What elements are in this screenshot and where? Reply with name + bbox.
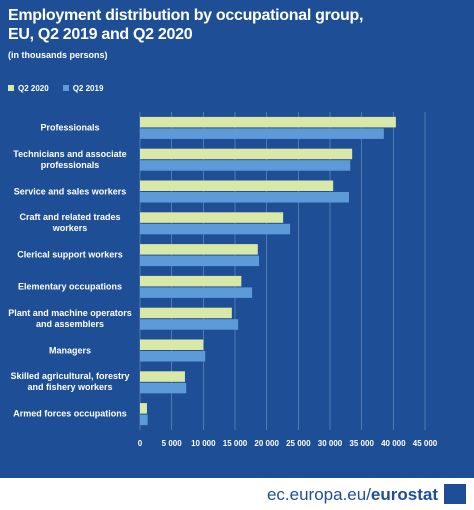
legend-label: Q2 2020: [18, 84, 49, 93]
bar: [140, 148, 353, 160]
legend-item: Q2 2019: [62, 84, 104, 93]
category-label: Skilled agricultural, forestry and fishe…: [10, 371, 130, 393]
bar: [140, 371, 185, 382]
bar: [140, 212, 284, 223]
bar: [140, 382, 187, 394]
x-tick-label: 25 000: [286, 439, 311, 448]
bar: [140, 275, 242, 287]
chart: 0 5 000 10 000 15 000 20 000 25 000 30 000 35 0…: [138, 112, 438, 448]
legend-swatch: [8, 85, 14, 91]
x-tick-label: 20 000: [254, 439, 279, 448]
x-tick-label: 0: [138, 439, 143, 448]
subtitle: (in thousands persons): [8, 50, 108, 60]
x-tick-label: 5 000: [162, 439, 183, 448]
bar: [140, 255, 260, 267]
bar: [140, 287, 253, 298]
footer: ec.europa.eu/eurostat: [0, 478, 474, 510]
category-label: Managers: [48, 345, 92, 355]
x-tick-label: 35 000: [349, 439, 374, 448]
x-tick-label: 15 000: [223, 439, 248, 448]
bar: [140, 192, 349, 203]
category-label: Elementary occupations: [17, 281, 123, 292]
bar: [140, 339, 204, 350]
footer-url: ec.europa.eu/: [266, 485, 371, 504]
bar: [140, 319, 239, 330]
logo: [444, 484, 466, 504]
title-line: Employment distribution by occupational …: [8, 7, 364, 24]
category-label: Professionals: [40, 122, 100, 133]
category-label: Clerical support workers: [17, 249, 123, 260]
bar: [140, 414, 148, 426]
category-label: Plant and machine operators and assemble…: [8, 307, 132, 329]
x-tick-label: 10 000: [191, 439, 216, 448]
bar: [140, 307, 232, 319]
bar: [140, 128, 384, 139]
bar: [140, 160, 351, 171]
category-label: Craft and related trades workers: [19, 212, 121, 234]
x-tick-label: 45 000: [413, 439, 438, 448]
legend-swatch: [62, 85, 69, 91]
x-tick-label: 30 000: [318, 439, 343, 448]
category-label: Technicians and associate professionals: [13, 148, 127, 170]
bar: [140, 403, 147, 414]
chart-title: Employment distribution by occupational …: [8, 6, 363, 44]
category-label: Armed forces occupations: [13, 408, 127, 419]
bar: [140, 223, 291, 235]
x-tick-label: 40 000: [381, 439, 406, 448]
bar: [140, 244, 258, 255]
bar: [140, 351, 206, 362]
legend-label: Q2 2019: [72, 84, 104, 93]
bar: [140, 116, 396, 128]
legend-item: Q2 2020: [8, 84, 49, 93]
footer-brand: eurostat: [370, 485, 438, 504]
footer-text: ec.europa.eu/eurostat: [267, 485, 438, 505]
category-label: Service and sales workers: [13, 186, 127, 196]
title-line: EU, Q2 2019 and Q2 2020: [8, 26, 193, 43]
legend: Q2 2020 Q2 2019: [8, 84, 103, 93]
bar: [140, 180, 334, 191]
